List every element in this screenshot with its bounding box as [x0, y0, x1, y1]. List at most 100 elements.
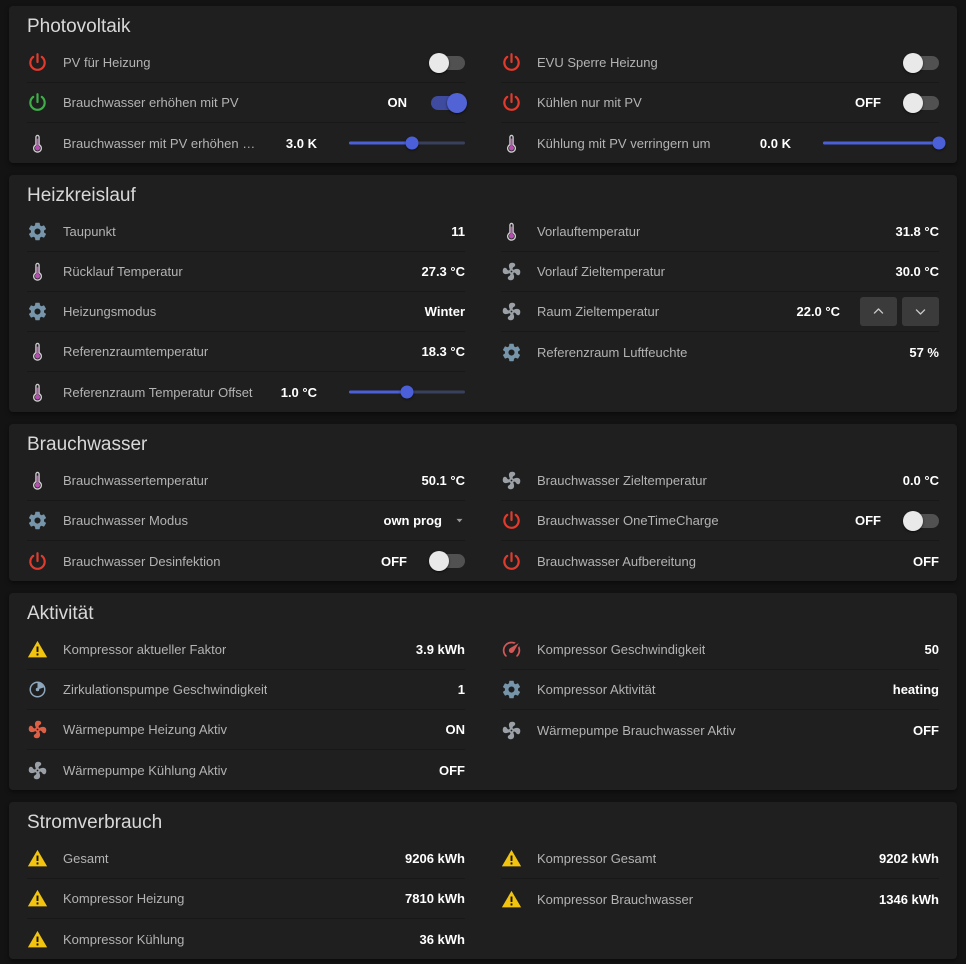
list-item: Brauchwassertemperatur 50.1 °C [27, 461, 465, 501]
row-label: Kühlen nur mit PV [537, 95, 642, 110]
section-title: Stromverbrauch [27, 812, 163, 833]
section-columns: Gesamt 9206 kWh Kompressor Heizung 7810 kWh… [9, 839, 957, 959]
row-label: Raum Zieltemperatur [537, 304, 660, 319]
section-title: Heizkreislauf [27, 185, 136, 206]
row-value: OFF [381, 553, 407, 569]
gear-icon [501, 342, 527, 363]
row-value: 1346 kWh [879, 891, 939, 907]
thermometer-icon [501, 221, 527, 242]
row-label: Referenzraumtemperatur [63, 344, 209, 359]
speedometer-icon [501, 639, 527, 660]
row-value: 3.0 K [285, 135, 317, 151]
power-icon [501, 510, 527, 531]
section-columns: Kompressor aktueller Faktor 3.9 kWh Zirkul… [9, 630, 957, 790]
row-value: OFF [855, 513, 881, 528]
toggle-switch[interactable] [903, 510, 939, 531]
section-columns: PV für Heizung Brauchwasser erhöhen mit P… [9, 43, 957, 163]
column-right: EVU Sperre Heizung Kühlen nur mit PV OFF Kü… [483, 43, 957, 163]
row-value: 3.9 kWh [415, 642, 465, 657]
section-card: Stromverbrauch Gesamt 9206 kWh Kompressor H… [9, 802, 957, 959]
list-item: Raum Zieltemperatur 22.0 °C [501, 292, 939, 332]
thermometer-icon [27, 470, 53, 491]
toggle-knob [429, 551, 449, 571]
thermometer-icon [27, 382, 53, 403]
power-icon [27, 92, 53, 113]
section-card: Brauchwasser Brauchwassertemperatur 50.1 °… [9, 424, 957, 581]
slider-knob[interactable] [400, 385, 414, 399]
row-value: 18.3 °C [421, 344, 465, 359]
power-icon [501, 551, 527, 572]
list-item: Brauchwasser OneTimeCharge OFF [501, 501, 939, 541]
row-value: OFF [855, 95, 881, 110]
row-value: 27.3 °C [421, 264, 465, 279]
column-right: Brauchwasser Zieltemperatur 0.0 °C Brauchw… [483, 461, 957, 581]
row-value: own prog [383, 513, 443, 528]
warning-icon [501, 848, 527, 869]
column-left: Kompressor aktueller Faktor 3.9 kWh Zirkul… [9, 630, 483, 790]
dropdown-caret-icon[interactable] [454, 515, 465, 526]
power-icon [27, 551, 53, 572]
list-item: Brauchwasser Desinfektion OFF [27, 541, 465, 581]
list-item: Brauchwasser erhöhen mit PV ON [27, 83, 467, 123]
slider[interactable] [349, 381, 465, 403]
row-label: Referenzraum Temperatur Offset [63, 384, 253, 400]
row-value: 9202 kWh [879, 851, 939, 866]
row-value: 0.0 K [759, 135, 791, 151]
section-card: Aktivität Kompressor aktueller Faktor 3.9 … [9, 593, 957, 790]
row-label: Kompressor Geschwindigkeit [537, 642, 706, 657]
stepper [860, 297, 939, 326]
list-item: Kompressor aktueller Faktor 3.9 kWh [27, 630, 465, 670]
row-label: Vorlauf Zieltemperatur [537, 264, 665, 279]
list-item: Brauchwasser Modus own prog [27, 501, 465, 541]
row-label: Zirkulationspumpe Geschwindigkeit [63, 682, 268, 697]
gear-icon [27, 301, 53, 322]
decrease-button[interactable] [902, 297, 939, 326]
list-item: Brauchwasser Zieltemperatur 0.0 °C [501, 461, 939, 501]
toggle-switch[interactable] [903, 92, 939, 113]
row-label: Heizungsmodus [63, 304, 157, 319]
row-value: OFF [913, 553, 939, 569]
row-value: 31.8 °C [895, 224, 939, 239]
row-label: Kompressor Brauchwasser [537, 891, 694, 907]
list-item: Vorlauf Zieltemperatur 30.0 °C [501, 252, 939, 292]
section-title: Brauchwasser [27, 434, 148, 455]
row-value: 7810 kWh [405, 891, 465, 906]
list-item: Zirkulationspumpe Geschwindigkeit 1 [27, 670, 465, 710]
row-label: Brauchwasser Zieltemperatur [537, 473, 707, 488]
thermometer-icon [501, 133, 527, 154]
slider[interactable] [823, 132, 946, 154]
toggle-switch[interactable] [429, 551, 465, 571]
fan-icon [27, 760, 53, 781]
row-label: Gesamt [63, 851, 109, 866]
row-label: Taupunkt [63, 224, 116, 239]
row-label: Brauchwasser Modus [63, 513, 188, 528]
row-value: 36 kWh [419, 931, 465, 947]
thermometer-icon [27, 133, 53, 154]
list-item: Kühlung mit PV verringern um 0.0 K [501, 123, 946, 163]
list-item: Referenzraum Temperatur Offset 1.0 °C [27, 372, 465, 412]
increase-button[interactable] [860, 297, 897, 326]
row-label: Kompressor Kühlung [63, 931, 185, 947]
slider-fill [349, 390, 407, 394]
row-value: 1.0 °C [280, 384, 317, 400]
list-item: PV für Heizung [27, 43, 465, 83]
row-label: Brauchwasser Desinfektion [63, 553, 221, 569]
slider-knob[interactable] [932, 136, 946, 150]
toggle-switch[interactable] [903, 52, 939, 73]
row-label: Brauchwasser erhöhen mit PV [63, 95, 239, 110]
toggle-switch[interactable] [431, 92, 467, 113]
toggle-knob [447, 92, 467, 113]
list-item: Kompressor Aktivität heating [501, 670, 939, 710]
warning-icon [27, 929, 53, 950]
slider[interactable] [349, 132, 465, 154]
list-item: Rücklauf Temperatur 27.3 °C [27, 252, 465, 292]
toggle-switch[interactable] [429, 52, 465, 73]
row-value: ON [445, 722, 466, 737]
section-title: Aktivität [27, 603, 94, 624]
row-value: 9206 kWh [405, 851, 465, 866]
row-label: Kühlung mit PV verringern um [537, 135, 711, 151]
row-label: Kompressor Gesamt [537, 851, 657, 866]
slider-knob[interactable] [405, 136, 419, 150]
row-label: Wärmepumpe Brauchwasser Aktiv [537, 722, 736, 738]
row-label: Kompressor Heizung [63, 891, 185, 906]
